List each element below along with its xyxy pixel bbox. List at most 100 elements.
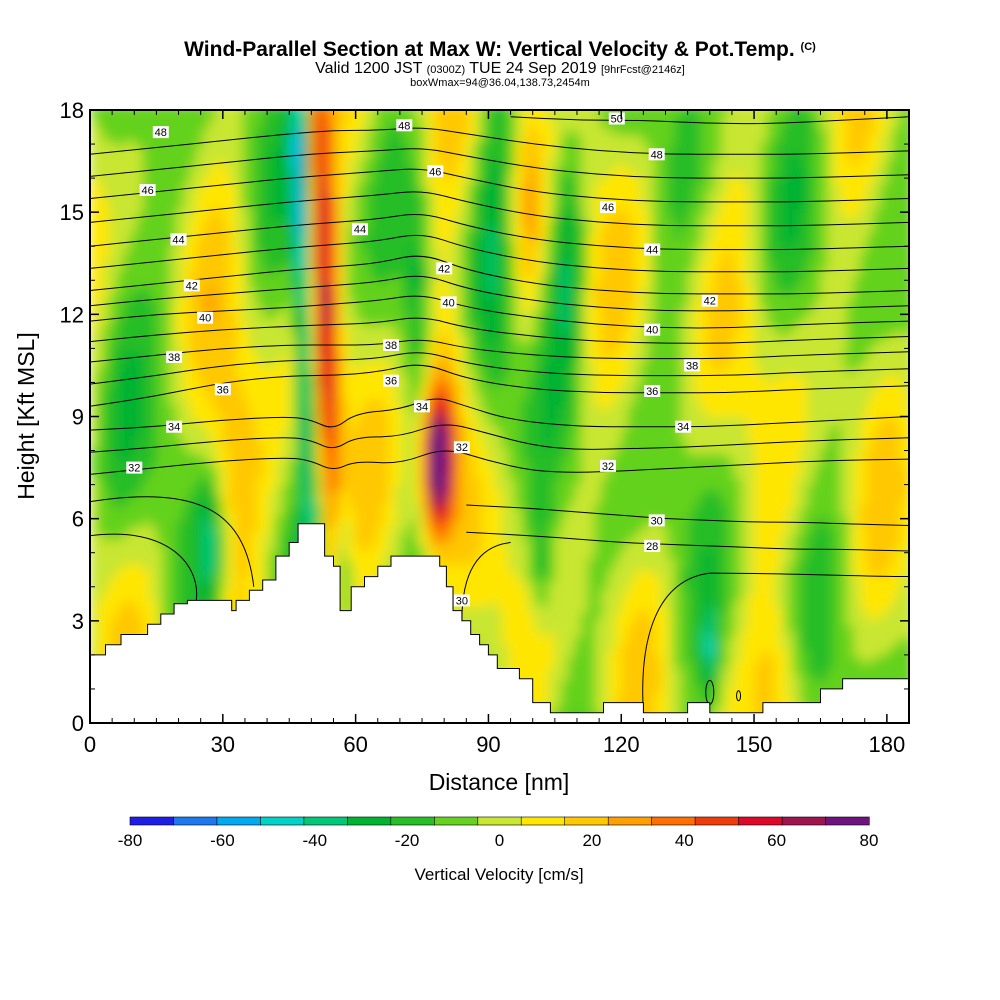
colorbar-segment xyxy=(651,816,696,826)
contour-label-bg xyxy=(440,296,457,309)
contour-label-bg xyxy=(126,461,143,474)
contour-label: 32 xyxy=(456,442,468,454)
colorbar-segment xyxy=(303,816,348,826)
theta-contour-minor xyxy=(90,533,198,601)
contour-label: 40 xyxy=(646,325,658,337)
contour-label: 46 xyxy=(602,202,614,214)
colorbar-segment xyxy=(520,816,566,826)
contour-label: 42 xyxy=(186,280,198,292)
x-tick-label: 90 xyxy=(476,732,500,757)
contour-label: 34 xyxy=(168,422,180,434)
contour-label: 36 xyxy=(217,384,229,396)
colorbar-segment xyxy=(825,816,870,826)
contour-label-bg xyxy=(600,201,616,214)
colorbar-segment xyxy=(738,816,783,826)
colorbar-tick-label: 60 xyxy=(767,831,786,850)
contour-label: 46 xyxy=(141,185,153,197)
chart-title: Wind-Parallel Section at Max W: Vertical… xyxy=(0,38,1000,62)
contour-label: 30 xyxy=(456,595,468,607)
contour-label: 44 xyxy=(354,224,366,236)
subtitle-forecast: [9hrFcst@2146z] xyxy=(600,64,685,76)
colorbar-tick-label: -80 xyxy=(118,831,143,850)
contour-label: 46 xyxy=(429,166,441,178)
contour-label-bg xyxy=(414,400,430,413)
contour-label-bg xyxy=(453,441,470,454)
theta-contour-38 xyxy=(90,339,909,363)
contour-label: 38 xyxy=(168,352,180,364)
contour-label-bg xyxy=(383,339,399,351)
y-tick-label: 3 xyxy=(72,609,84,634)
contour-label-bg xyxy=(396,119,413,132)
contour-label: 36 xyxy=(385,376,397,388)
contour-label: 42 xyxy=(704,296,716,308)
terrain xyxy=(90,523,909,723)
contour-label-bg xyxy=(166,420,183,433)
colorbar-tick-label: 40 xyxy=(675,831,694,850)
colorbar-segment xyxy=(607,816,653,826)
colorbar-segment xyxy=(433,816,479,826)
x-tick-label: 60 xyxy=(343,732,367,757)
y-tick-label: 15 xyxy=(60,200,84,225)
chart-subtitle: Valid 1200 JST (0300Z) TUE 24 Sep 2019 [… xyxy=(0,60,1000,78)
contour-label: 40 xyxy=(442,297,454,309)
x-tick-label: 150 xyxy=(736,732,773,757)
subtitle-valid: Valid 1200 JST xyxy=(315,60,423,77)
colorbar-segment xyxy=(347,816,392,826)
theta-contour-minor xyxy=(90,352,909,385)
colorbar-segment xyxy=(564,816,609,826)
colorbar-label: Vertical Velocity [cm/s] xyxy=(414,865,583,884)
contour-label: 34 xyxy=(677,422,689,434)
theta-contour-50 xyxy=(510,116,909,125)
contour-label: 40 xyxy=(199,313,211,325)
contour-label-bg xyxy=(436,262,453,275)
terrain-profile xyxy=(90,523,909,723)
subtitle-date: TUE 24 Sep 2019 xyxy=(469,60,597,77)
theta-contour-minor xyxy=(90,317,909,344)
colorbar-segment xyxy=(781,816,827,826)
contour-label-bg xyxy=(427,165,444,178)
colorbar-tick-label: 0 xyxy=(495,831,504,850)
colorbar: -80 -60 -40 -20 0 20 40 60 80 xyxy=(118,816,878,850)
contour-label-bg xyxy=(183,279,200,292)
contour-label-bg xyxy=(453,594,470,607)
contour-label-bg xyxy=(197,311,214,324)
contour-label: 38 xyxy=(686,360,698,372)
contour-label-bg xyxy=(644,385,661,397)
theta-contour-32 xyxy=(90,450,909,475)
colorbar-tick-label: -20 xyxy=(395,831,420,850)
theta-contour-44 xyxy=(90,213,909,251)
y-tick-label: 9 xyxy=(72,405,84,430)
contour-label-bg xyxy=(675,420,692,433)
y-tick-label: 12 xyxy=(60,302,84,327)
contour-label-bg xyxy=(383,374,399,387)
x-tick-label: 0 xyxy=(84,732,96,757)
contour-label: 48 xyxy=(651,149,663,161)
contour-label-bg xyxy=(648,148,665,161)
contour-label-bg xyxy=(214,383,231,396)
colorbar-segment xyxy=(216,816,261,826)
theta-contour-28 xyxy=(466,531,909,552)
colorbar-segment xyxy=(173,816,218,826)
contour-label-bg xyxy=(701,294,718,307)
x-tick-label: 180 xyxy=(869,732,906,757)
contour-label-bg xyxy=(644,243,661,256)
contour-label-bg xyxy=(352,223,368,236)
contour-label-bg xyxy=(166,350,183,363)
colorbar-tick-label: 20 xyxy=(582,831,601,850)
contour-labels: 48 48 50 48 46 46 46 44 44 44 42 42 42 40 40 40 38 38 38 36… xyxy=(126,112,718,607)
title-text: Wind-Parallel Section at Max W: Vertical… xyxy=(184,38,795,61)
colorbar-tick-label: -40 xyxy=(303,831,328,850)
contour-label-bg xyxy=(170,233,187,246)
plot-area: 48 48 50 48 46 46 46 44 44 44 42 42 42 40 40 40 38 38 38 36… xyxy=(90,110,909,723)
theta-contour-minor xyxy=(90,424,909,453)
contour-label-bg xyxy=(644,323,661,336)
theta-contour-minor xyxy=(642,572,909,713)
theta-contour-closed xyxy=(736,690,742,702)
contour-label: 30 xyxy=(651,515,663,527)
contour-label: 44 xyxy=(172,234,184,246)
theta-contour-minor xyxy=(90,234,909,273)
contour-label: 50 xyxy=(611,114,623,126)
theta-contour-minor xyxy=(90,275,909,312)
